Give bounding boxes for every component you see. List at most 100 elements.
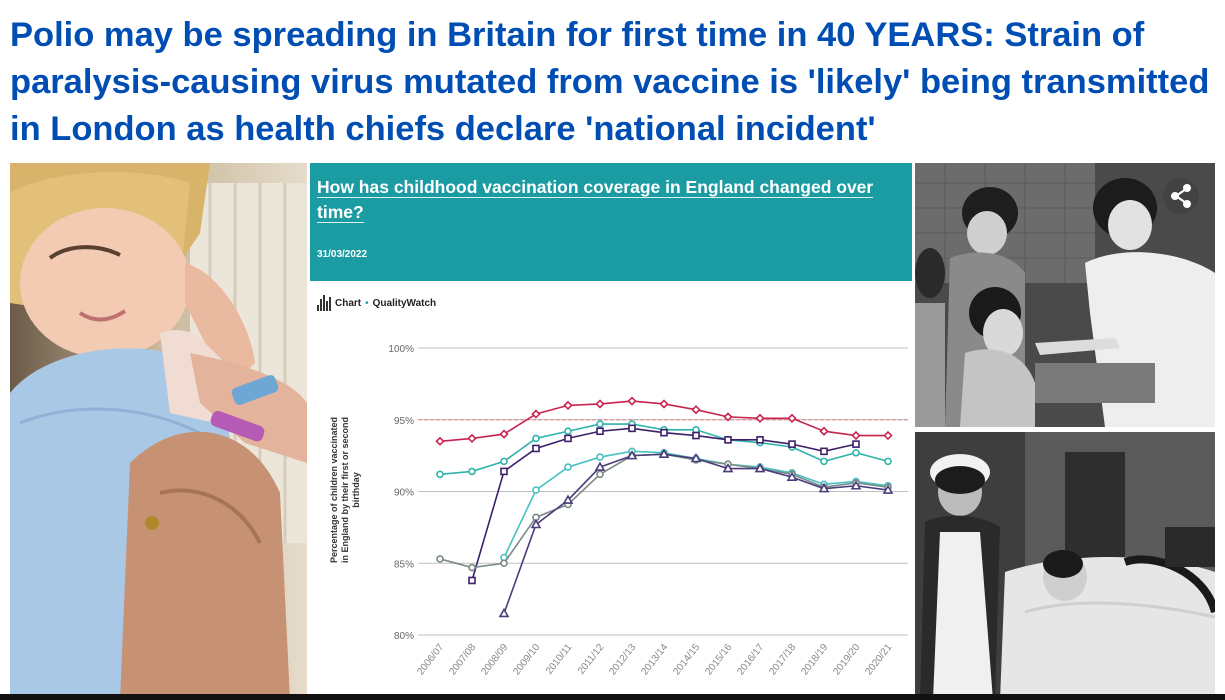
data-point (436, 470, 444, 479)
data-point (626, 450, 638, 460)
data-point (563, 400, 573, 411)
brand-separator: • (365, 297, 369, 309)
data-point (659, 399, 669, 409)
article-headline: Polio may be spreading in Britain for fi… (10, 16, 1210, 148)
data-point (596, 427, 604, 436)
data-point (596, 470, 604, 479)
data-point (786, 471, 798, 481)
data-point (658, 448, 670, 458)
y-tick-label: 85% (394, 559, 414, 570)
series-1 (435, 396, 893, 446)
data-point (820, 447, 828, 456)
series-line (503, 453, 889, 614)
line-chart: 80%85%90%95%100% 2006/07 2007/08 2008/09 20… (329, 344, 908, 678)
child-injection-illustration (10, 163, 307, 700)
chart-series (435, 396, 894, 618)
iron-lung-illustration (915, 432, 1215, 700)
x-tick-label: 2006/07 (415, 642, 446, 678)
data-point (500, 457, 508, 466)
data-point (596, 420, 604, 428)
data-point (692, 431, 700, 440)
data-point (756, 436, 764, 444)
data-point (819, 426, 829, 436)
data-point (499, 429, 509, 439)
chart-source-label: Chart (335, 297, 362, 309)
oral-vaccine-photo (915, 163, 1215, 427)
child-injection-photo (10, 163, 307, 700)
data-point (467, 433, 477, 444)
chart-source-name: QualityWatch (372, 297, 437, 309)
data-point (852, 440, 860, 448)
data-point (850, 480, 862, 490)
data-point (532, 486, 540, 494)
x-tick-label: 2018/19 (799, 642, 830, 678)
data-point (883, 430, 893, 441)
x-tick-label: 2013/14 (639, 642, 670, 678)
y-axis-label: Percentage of children vaccinatedin Engl… (329, 417, 361, 563)
data-point (882, 484, 894, 494)
bottom-strip (0, 694, 1225, 700)
x-tick-label: 2009/10 (511, 642, 542, 678)
y-tick-label: 80% (394, 631, 414, 642)
data-point (595, 399, 605, 409)
data-point (787, 413, 797, 423)
data-point (564, 427, 572, 436)
bar-chart-icon (317, 295, 331, 311)
data-point (435, 436, 445, 446)
data-point (562, 494, 574, 504)
x-axis-ticks: 2006/07 2007/08 2008/09 2009/10 2010/11 2011/… (415, 642, 894, 678)
data-point (627, 396, 637, 406)
data-point (660, 428, 668, 437)
x-tick-label: 2011/12 (576, 642, 607, 677)
data-point (498, 607, 510, 618)
data-point (468, 576, 476, 585)
x-tick-label: 2020/21 (863, 642, 894, 678)
data-point (754, 462, 766, 473)
x-tick-label: 2010/11 (544, 642, 575, 677)
x-tick-label: 2017/18 (767, 642, 798, 678)
data-point (851, 430, 861, 441)
x-tick-label: 2014/15 (671, 642, 702, 678)
chart-brand: Chart • QualityWatch (317, 293, 436, 313)
data-point (436, 555, 444, 563)
data-point (852, 448, 860, 457)
data-point (532, 434, 540, 443)
data-point (691, 405, 701, 415)
data-point (468, 563, 476, 572)
data-point (722, 462, 734, 473)
data-point (596, 453, 604, 461)
vaccination-chart-panel: How has childhood vaccination coverage i… (310, 163, 912, 700)
data-point (564, 434, 572, 443)
data-point (788, 440, 796, 448)
data-point (500, 467, 508, 476)
x-tick-label: 2008/09 (479, 642, 510, 678)
data-point (723, 412, 733, 422)
data-point (564, 463, 572, 471)
data-point (500, 559, 508, 568)
data-point (468, 467, 476, 476)
share-icon (1171, 184, 1191, 208)
x-tick-label: 2016/17 (735, 642, 766, 678)
data-point (884, 457, 892, 466)
chart-header: How has childhood vaccination coverage i… (310, 163, 912, 281)
data-point (532, 444, 540, 453)
data-point (690, 452, 702, 463)
oral-vaccine-illustration (915, 163, 1215, 427)
data-point (755, 413, 765, 423)
data-point (724, 436, 732, 444)
data-point (594, 461, 606, 471)
chart-title: How has childhood vaccination coverage i… (317, 175, 907, 225)
data-point (820, 457, 828, 466)
chart-date: 31/03/2022 (317, 249, 368, 260)
y-tick-label: 100% (388, 344, 414, 355)
x-tick-label: 2007/08 (447, 642, 478, 678)
chart-gridlines (418, 347, 908, 636)
data-point (628, 424, 636, 433)
share-button[interactable] (1163, 178, 1199, 214)
data-point (818, 483, 830, 493)
series-3 (468, 424, 860, 585)
data-point (530, 518, 542, 529)
x-tick-label: 2012/13 (607, 642, 638, 678)
x-tick-label: 2015/16 (703, 642, 734, 678)
x-tick-label: 2019/20 (831, 642, 862, 678)
